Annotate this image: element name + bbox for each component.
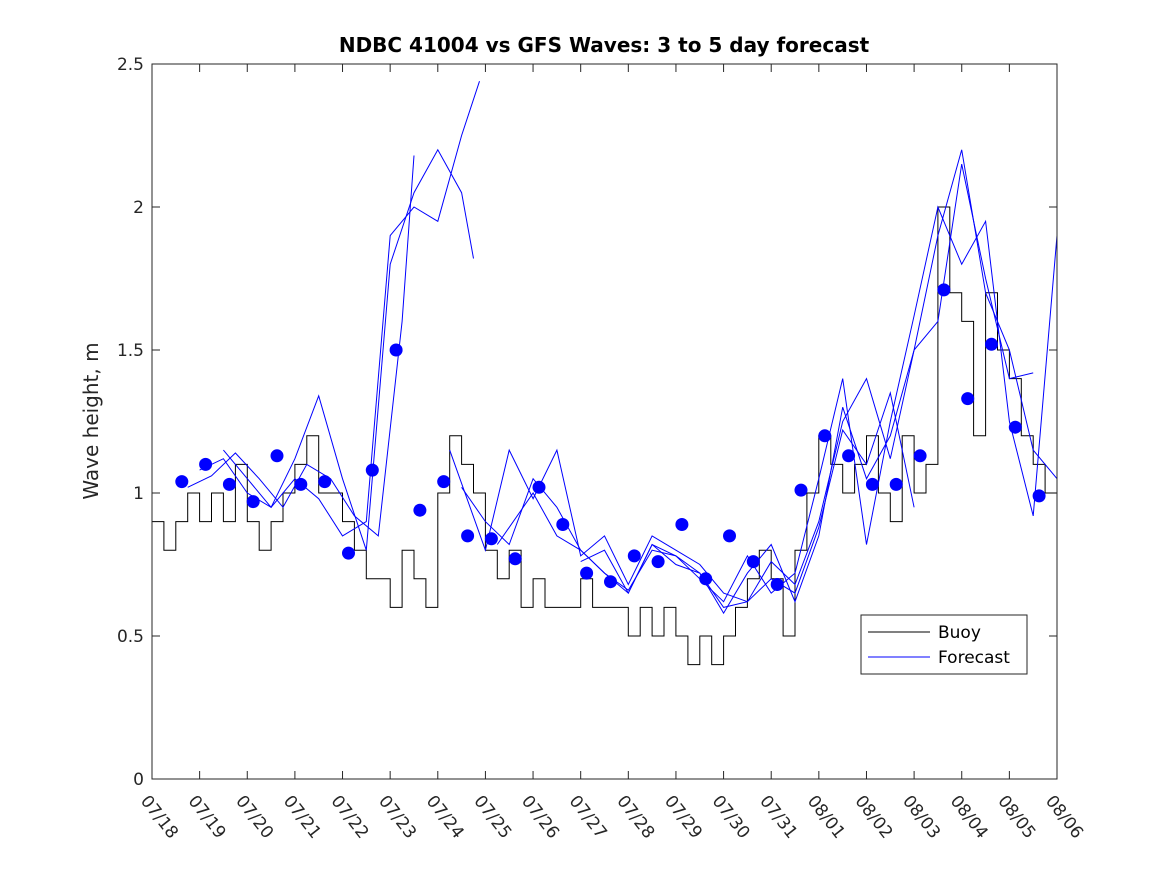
forecast-dot — [746, 555, 760, 569]
forecast-dot — [318, 475, 332, 489]
forecast-dot — [556, 518, 570, 531]
forecast-line — [496, 163, 1034, 615]
buoy-series — [152, 206, 1057, 666]
y-axis-label: Wave height, m — [79, 342, 103, 499]
forecast-dot — [222, 477, 236, 491]
forecast-dot — [270, 449, 284, 463]
legend-box — [860, 614, 1028, 675]
forecast-dot — [961, 392, 975, 406]
forecast-dot — [199, 457, 213, 471]
forecast-dot — [770, 578, 784, 591]
forecast-dot — [794, 483, 808, 497]
forecast-dot — [985, 337, 998, 351]
y-tick-label: 2 — [133, 198, 144, 218]
forecast-dot — [604, 575, 617, 589]
forecast-dot — [627, 549, 641, 563]
y-tick-label: 1 — [133, 484, 144, 504]
forecast-dot — [699, 572, 713, 586]
forecast-dot — [1008, 420, 1022, 434]
forecast-dot — [818, 429, 832, 443]
legend-label-forecast: Forecast — [938, 648, 1010, 668]
forecast-dot — [865, 477, 879, 491]
forecast-dot — [461, 529, 475, 543]
forecast-dot — [723, 529, 736, 543]
forecast-dot — [365, 463, 379, 477]
forecast-line — [580, 205, 1058, 603]
y-tick-label: 1.5 — [117, 341, 144, 361]
forecast-dot — [437, 475, 451, 489]
forecast-dot — [508, 552, 522, 566]
forecast-line — [449, 149, 1058, 603]
forecast-dot — [294, 477, 308, 491]
forecast-dot — [175, 475, 189, 489]
y-axis: 0 0.5 1 1.5 2 2.5 — [117, 55, 1057, 790]
forecast-dot — [651, 555, 665, 569]
forecast-series-group — [187, 81, 1058, 615]
y-tick-label: 2.5 — [117, 55, 144, 75]
forecast-dot — [1032, 489, 1046, 503]
forecast-dot — [532, 480, 546, 494]
forecast-dot — [413, 503, 427, 517]
legend-label-buoy: Buoy — [938, 623, 981, 643]
forecast-dot — [389, 343, 403, 357]
forecast-dots-group — [175, 283, 1046, 591]
forecast-dot — [937, 283, 951, 297]
forecast-dot — [580, 566, 594, 580]
forecast-dot — [246, 495, 260, 509]
chart-title: NDBC 41004 vs GFS Waves: 3 to 5 day fore… — [339, 33, 870, 57]
legend: Buoy Forecast — [860, 614, 1028, 675]
forecast-dot — [889, 477, 903, 491]
forecast-line — [223, 81, 480, 537]
forecast-dot — [842, 449, 856, 463]
y-tick-label: 0.5 — [117, 627, 144, 647]
forecast-dot — [913, 449, 927, 463]
forecast-line — [187, 155, 415, 537]
forecast-dot — [484, 532, 498, 546]
y-tick-label: 0 — [133, 770, 144, 790]
buoy-line — [152, 206, 1057, 666]
plot-frame — [151, 63, 1058, 780]
forecast-dot — [675, 518, 689, 531]
forecast-line — [199, 148, 474, 551]
forecast-dot — [342, 546, 355, 560]
